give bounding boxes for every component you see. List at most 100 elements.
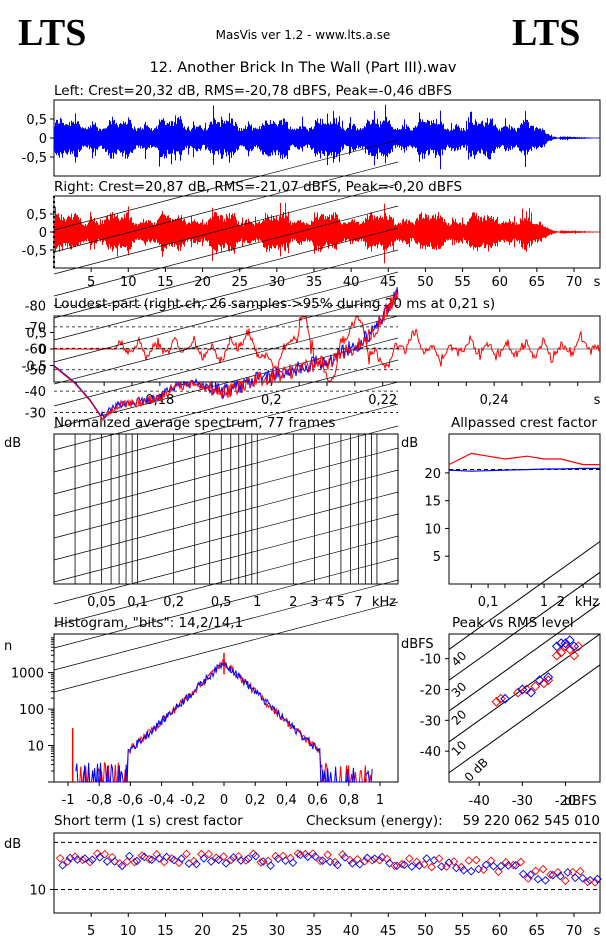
shortcrest-red-point (471, 855, 481, 865)
shortcrest-red-point (516, 857, 526, 867)
pvr-diagonal-label: 0 dB (462, 755, 491, 784)
shortcrest-red-point (561, 876, 570, 886)
shortcrest-xtick-label: 45 (380, 924, 397, 939)
shortcrest-red-point (464, 856, 474, 865)
loudest-xtick-label: s (594, 393, 601, 408)
time-xtick-label: 15 (157, 275, 174, 290)
pvr-blue-point (517, 684, 528, 695)
spectrum-ytick-label: -80 (25, 299, 46, 314)
shortcrest-red-point (457, 862, 466, 872)
histogram-red-series (75, 659, 373, 783)
time-xtick-label: 40 (343, 275, 360, 290)
spectrum-slope-line (53, 161, 399, 253)
shortcrest-red-point (70, 852, 80, 861)
shortcrest-xtick-label: 10 (120, 924, 137, 939)
shortcrest-red-point (575, 867, 585, 876)
spectrum-slope-line (53, 557, 399, 649)
shortcrest-red-point (107, 852, 117, 862)
right-title: Right: Crest=20,87 dB, RMS=-21,07 dBFS, … (54, 179, 462, 195)
shortcrest-red-point (55, 853, 65, 863)
shortcrest-blue-point (281, 856, 290, 866)
shortcrest-blue-point (348, 859, 357, 868)
pvr-blue-point (551, 641, 562, 652)
shortcrest-blue-point (192, 859, 201, 869)
shortcrest-red-point (100, 849, 110, 859)
left-title: Left: Crest=20,32 dB, RMS=-20,78 dBFS, P… (54, 83, 452, 99)
crest-title: Allpassed crest factor (451, 415, 597, 431)
shortcrest-red-point (234, 852, 243, 861)
shortcrest-blue-point (221, 859, 231, 868)
pvr-ytick-label: -20 (420, 684, 441, 699)
spectrum-slope-line (53, 315, 399, 407)
pvr-blue-point (543, 672, 554, 683)
crest-xtick-label: 0,1 (478, 595, 499, 610)
histogram-frame (53, 633, 399, 783)
histogram-xtick-label: 1 (376, 793, 384, 808)
shortcrest-blue-point (318, 856, 327, 865)
right-wave-ytick-label: -0,5 (22, 244, 47, 259)
shortcrest-red-point (226, 855, 236, 865)
spectrum-ytick-label: -60 (25, 342, 46, 357)
shortcrest-xtick-label: 60 (491, 924, 508, 939)
shortcrest-red-point (442, 862, 451, 871)
shortcrest-blue-point (533, 874, 543, 884)
shortcrest-blue-point (88, 855, 97, 865)
spectrum-xtick-label: 4 (325, 595, 333, 610)
loudest-xtick-label: 0,24 (480, 393, 509, 408)
shortcrest-blue-point (303, 852, 313, 862)
spectrum-slope-line (53, 535, 399, 627)
shortcrest-red-point (308, 849, 318, 858)
time-xtick-label: 55 (454, 275, 471, 290)
histogram-xtick-label: -0,4 (149, 793, 174, 808)
spectrum-xtick-label: 3 (310, 595, 318, 610)
shortcrest-xtick-label: 35 (306, 924, 323, 939)
shortcrest-red-point (315, 856, 325, 866)
shortcrest-xtick-label: 70 (566, 924, 583, 939)
checksum-value: 59 220 062 545 010 (463, 813, 600, 829)
shortcrest-red-point (189, 856, 199, 866)
crest-xtick-label: 2 (557, 595, 565, 610)
spectrum-slope-line (53, 249, 399, 341)
histogram-xtick-label: -0,8 (87, 793, 112, 808)
histogram-xtick-label: -0,6 (118, 793, 143, 808)
left-wave-ytick-label: 0 (39, 132, 47, 147)
loudest-ytick-label: -0,5 (22, 360, 47, 375)
histogram-ylabel: n (4, 639, 12, 654)
pvr-frame (448, 633, 601, 783)
histogram-ytick-label: 10 (27, 740, 44, 755)
spectrum-slope-line (53, 359, 399, 451)
histogram-xtick-label: -0,2 (180, 793, 205, 808)
loudest-xtick-label: 0,22 (368, 393, 397, 408)
shortcrest-red-point (278, 851, 288, 861)
left-wave-left-series (54, 104, 600, 170)
spectrum-slope-line (53, 227, 399, 319)
shortcrest-red-point (546, 870, 555, 880)
histogram-xtick-label: -1 (62, 793, 75, 808)
shortcrest-blue-point (407, 862, 417, 871)
shortcrest-blue-point (459, 865, 469, 875)
shortcrest-red-point (182, 849, 191, 859)
histogram-blue-series (75, 659, 373, 783)
shortcrest-red-point (197, 849, 206, 859)
pvr-red-point (564, 644, 575, 655)
shortcrest-blue-point (518, 869, 528, 879)
loudest-xtick-label: 0,2 (261, 393, 282, 408)
shortcrest-blue-point (556, 871, 565, 881)
shortcrest-red-point (115, 858, 124, 868)
shortcrest-blue-point (73, 855, 82, 864)
spectrum-slope-line (53, 425, 399, 517)
time-xtick-label: 10 (120, 275, 137, 290)
shortcrest-xtick-label: 5 (87, 924, 95, 939)
pvr-ytick-label: -30 (420, 714, 441, 729)
shortcrest-blue-point (58, 860, 67, 870)
crest-ytick-label: 10 (424, 522, 441, 537)
shortcrest-blue-point (117, 861, 127, 871)
shortcrest-blue-point (489, 861, 498, 871)
shortcrest-red-point (375, 855, 384, 865)
shortcrest-red-point (301, 849, 310, 859)
crest-xtick-label: 1 (540, 595, 548, 610)
shortcrest-red-point (345, 855, 355, 865)
shortcrest-xtick-label: 15 (157, 924, 174, 939)
shortcrest-red-point (145, 854, 154, 864)
time-xtick-label: s (594, 275, 601, 290)
